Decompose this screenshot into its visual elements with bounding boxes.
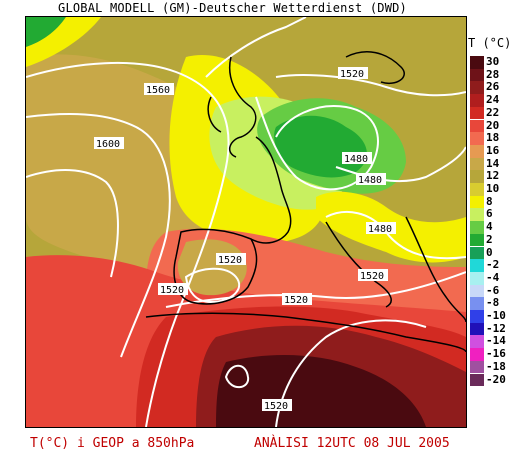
contour-label: 1520 (218, 255, 242, 266)
legend-swatch (470, 348, 484, 361)
legend-label: 10 (486, 182, 500, 195)
legend-label: 4 (486, 220, 493, 234)
legend-swatch (470, 297, 484, 310)
legend-swatch (470, 284, 484, 298)
legend-label: -20 (486, 372, 506, 386)
footer-analysis-time: ANÀLISI 12UTC 08 JUL 2005 (254, 436, 450, 451)
coastline-uk (228, 56, 257, 158)
legend-swatch (470, 144, 484, 158)
legend-swatch (470, 335, 484, 349)
weather-map: 1560 1520 1600 1480 1480 1480 1520 1520 … (25, 16, 467, 428)
legend-swatch (470, 360, 484, 374)
legend-label: -18 (486, 359, 506, 373)
legend-label: -6 (486, 283, 500, 297)
legend-swatch (470, 106, 484, 120)
contour-line (255, 96, 379, 191)
legend-label: 26 (486, 80, 500, 94)
legend-label: 2 (486, 232, 493, 246)
contour-line (205, 17, 307, 78)
contour-label: 1520 (264, 401, 288, 412)
contour-label: 1520 (340, 69, 364, 80)
legend-title: T (°C) (468, 36, 512, 50)
legend-label: 0 (486, 245, 493, 259)
legend-swatch (470, 246, 484, 260)
contour-line (275, 319, 427, 427)
map-title: GLOBAL MODELL (GM)-Deutscher Wetterdiens… (58, 1, 407, 15)
color-legend: 30 28 26 24 22 20 18 16 14 12 10 8 6 4 2 0 -2 -4 -6 -8 -10 -1… (468, 56, 520, 388)
contour-label: 1520 (360, 271, 384, 282)
legend-label: 16 (486, 143, 500, 157)
legend-label: -10 (486, 309, 506, 322)
contour-labels: 1560 1520 1600 1480 1480 1480 1520 1520 … (94, 67, 396, 412)
legend-label: -12 (486, 321, 506, 335)
legend-label: -14 (486, 334, 506, 348)
legend-label: 6 (486, 207, 493, 221)
legend-label: 20 (486, 118, 500, 132)
legend-swatch (470, 183, 484, 196)
legend-swatch (470, 56, 484, 69)
coastline-italy (325, 221, 392, 308)
legend-swatch (470, 221, 484, 234)
contour-line (224, 364, 250, 389)
legend-label: -4 (486, 270, 500, 284)
coastline-france (250, 136, 292, 244)
legend-label: -8 (486, 296, 500, 310)
legend-swatch (470, 195, 484, 209)
legend-swatch (470, 259, 484, 272)
coastline-scandinavia (345, 51, 405, 84)
contour-label: 1480 (344, 154, 368, 165)
contour-line (26, 61, 230, 427)
legend-swatch (470, 68, 484, 82)
legend-swatch (470, 94, 484, 107)
legend-label: 14 (486, 156, 500, 170)
legend-swatch (470, 81, 484, 95)
contour-label: 1520 (284, 295, 308, 306)
contour-line (165, 271, 466, 308)
temperature-zone-nw-8 (26, 17, 101, 67)
contour-line (26, 169, 119, 278)
legend-label: -2 (486, 258, 500, 272)
legend-label: 8 (486, 194, 493, 208)
contour-label: 1480 (368, 224, 392, 235)
legend-label: 28 (486, 67, 500, 81)
coastline-balkans (405, 216, 466, 323)
legend-label: 30 (486, 55, 500, 68)
legend-swatch (470, 271, 484, 285)
contour-line (26, 113, 171, 358)
legend-swatch (470, 132, 484, 145)
legend-label: -16 (486, 347, 506, 361)
legend-swatch (470, 208, 484, 222)
geopotential-contours (26, 17, 466, 427)
coastline-north-africa (145, 312, 466, 353)
legend-swatch (470, 310, 484, 323)
legend-swatch (470, 322, 484, 336)
contour-line (184, 267, 241, 304)
legend-swatch (470, 157, 484, 171)
legend-swatch (470, 373, 484, 387)
footer-variable-label: T(°C) i GEOP a 850hPa (30, 436, 195, 451)
legend-swatch (470, 170, 484, 183)
contour-label: 1600 (96, 139, 120, 150)
legend-label: 22 (486, 105, 500, 119)
contour-line (275, 74, 466, 97)
legend-label: 24 (486, 93, 500, 107)
legend-swatch (470, 233, 484, 247)
legend-label: 12 (486, 169, 500, 183)
temperature-zone-nw-2 (26, 17, 66, 47)
contour-label: 1480 (358, 175, 382, 186)
coastline-ireland (207, 96, 222, 133)
contour-label: 1520 (160, 285, 184, 296)
legend-swatch (470, 119, 484, 133)
contour-label: 1560 (146, 85, 170, 96)
legend-label: 18 (486, 131, 500, 145)
